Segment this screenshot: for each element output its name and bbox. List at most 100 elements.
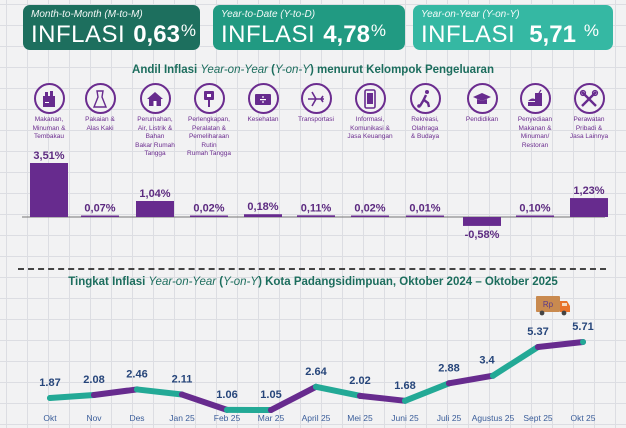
fast-food-icon <box>519 83 551 114</box>
title-text: Tingkat Inflasi <box>68 276 149 288</box>
title-text: ( <box>267 64 275 76</box>
delivery-truck-icon: Rp <box>536 296 570 316</box>
title-italic: Y-on-Y <box>223 276 259 288</box>
card-label: INFLASI <box>31 21 126 48</box>
card-subtitle: Month-to-Month (M-to-M) <box>31 9 143 20</box>
x-tick-label: Jan 25 <box>169 413 195 423</box>
medical-kit-icon <box>247 83 279 114</box>
plug-icon <box>193 83 225 114</box>
point-value-label: 1.05 <box>260 389 281 401</box>
data-point <box>224 406 230 413</box>
data-point <box>91 391 97 398</box>
category-2: Pakaian & Alas Kaki <box>72 83 128 133</box>
title-italic: Y-on-Y <box>274 64 310 76</box>
x-tick-label: Nov <box>86 413 102 423</box>
data-point <box>357 392 363 399</box>
title-italic: Year-on-Year <box>148 276 217 288</box>
data-point <box>179 391 185 398</box>
category-label: Transportasi <box>298 116 334 123</box>
category-label: Perlengkapan, Peralatan & Pemeliharaan Ruti… <box>187 116 231 157</box>
point-value-label: 1.68 <box>394 380 415 392</box>
point-value-label: 5.71 <box>572 321 593 333</box>
line-segment <box>535 339 586 350</box>
bar-value-label: 0,18% <box>247 201 278 213</box>
data-point <box>134 386 140 393</box>
bar-value-label: 0,02% <box>354 203 385 215</box>
data-point <box>313 383 319 390</box>
bar-value-label: 3,51% <box>33 150 64 162</box>
data-point <box>446 380 452 387</box>
point-value-label: 1.06 <box>216 389 237 401</box>
bar <box>351 215 389 217</box>
category-10: Penyediaan Makanan & Minuman/Restoran <box>507 83 563 150</box>
point-value-label: 2.11 <box>172 374 193 386</box>
football-player-icon <box>409 83 441 114</box>
grocery-bag-icon <box>33 83 65 114</box>
x-tick-label: Mei 25 <box>347 413 373 423</box>
bar <box>30 163 68 217</box>
bar <box>81 215 119 217</box>
point-value-label: 2.64 <box>305 366 327 378</box>
point-value-label: 2.46 <box>126 368 147 380</box>
data-point <box>47 395 53 402</box>
bar <box>244 214 282 217</box>
point-value-label: 1.87 <box>39 377 60 389</box>
smartphone-icon <box>354 83 386 114</box>
category-label: Kesehatan <box>247 116 279 123</box>
data-point <box>490 372 496 379</box>
title-text: ( <box>216 276 224 288</box>
card-value: 5,71 <box>529 21 576 48</box>
card-label: INFLASI <box>221 21 316 48</box>
graduation-cap-icon <box>466 83 498 114</box>
yoy-line-chart-title: Tingkat Inflasi Year-on-Year (Y-on-Y) Ko… <box>0 276 626 288</box>
card-subtitle: Year-on-Year (Y-on-Y) <box>421 9 520 20</box>
x-tick-label: Mar 25 <box>258 413 285 423</box>
line-segment <box>134 386 185 398</box>
category-3: Perumahan, Air, Listrik & Bahan Bakar Rumah… <box>127 83 183 159</box>
x-tick-label: Okt <box>43 413 57 423</box>
card-subtitle: Year-to-Date (Y-to-D) <box>221 9 316 20</box>
line-segment <box>446 372 496 387</box>
bar <box>136 201 174 217</box>
truck-label: Rp <box>543 300 554 309</box>
bar-value-label: 1,04% <box>139 188 170 200</box>
category-label: Pakaian & Alas Kaki <box>85 116 115 132</box>
card-value: 0,63 <box>133 21 180 48</box>
x-tick-label: Feb 25 <box>214 413 241 423</box>
ytd-inflation-card: Year-to-Date (Y-to-D) INFLASI 4,78% <box>213 5 405 50</box>
bar <box>516 215 554 217</box>
yoy-line-chart: 1.87 Okt 2.08 Nov 2.46 Des 2.11 Jan 25 1.06 Feb 2… <box>39 296 596 423</box>
bar <box>570 198 608 217</box>
bar-value-label: 0,02% <box>193 203 224 215</box>
line-segment <box>268 383 319 413</box>
bar <box>297 215 335 217</box>
line-segment <box>91 386 140 398</box>
title-text: ) Kota Padangsidimpuan, Oktober 2024 – O… <box>258 276 558 288</box>
data-point <box>402 397 408 404</box>
bar <box>190 215 228 217</box>
point-value-label: 2.08 <box>83 374 104 386</box>
point-value-label: 5.37 <box>527 326 548 338</box>
category-label: Makanan, Minuman & Tembakau <box>32 116 66 140</box>
category-7: Informasi, Komunikasi & Jasa Keuangan <box>342 83 398 142</box>
line-segment <box>490 343 541 379</box>
airplane-icon <box>300 83 332 114</box>
title-italic: Year-on-Year <box>200 64 268 76</box>
category-label: Perumahan, Air, Listrik & Bahan Bakar Rumah… <box>135 116 175 157</box>
bar-value-label: -0,58% <box>465 229 500 241</box>
line-segment <box>402 380 452 404</box>
mtm-inflation-card: Month-to-Month (M-to-M) INFLASI 0,63% <box>23 5 200 50</box>
data-point <box>535 343 541 350</box>
title-text: ) menurut Kelompok Pengeluaran <box>309 64 494 76</box>
category-6: Transportasi <box>288 83 344 125</box>
point-value-label: 3.4 <box>479 355 495 367</box>
category-label: Informasi, Komunikasi & Jasa Keuangan <box>347 116 393 140</box>
card-unit: % <box>180 21 197 40</box>
card-unit: % <box>370 21 387 40</box>
bar-value-label: 0,11% <box>301 202 332 214</box>
bar-value-label: 1,23% <box>573 185 604 197</box>
bar-value-label: 0,07% <box>84 203 115 215</box>
contribution-chart-title: Andil Inflasi Year-on-Year (Y-on-Y) menu… <box>0 64 626 76</box>
bar-value-label: 0,01% <box>409 203 440 215</box>
x-tick-label: Des <box>129 413 144 423</box>
